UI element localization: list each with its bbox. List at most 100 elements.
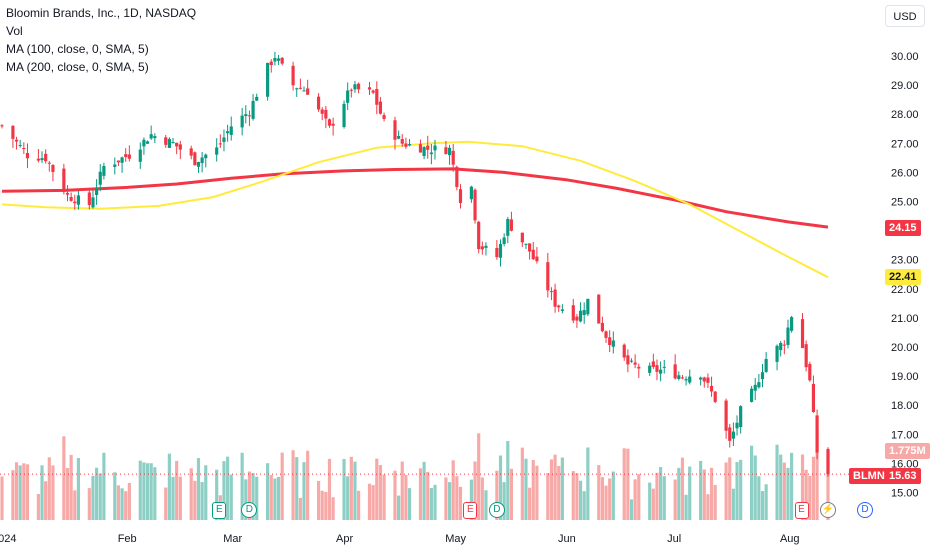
volume-bar: [189, 468, 193, 520]
volume-bar: [306, 450, 310, 520]
split-marker[interactable]: ⚡: [820, 502, 836, 518]
volume-bar: [40, 465, 44, 520]
candle-body: [426, 145, 430, 150]
earnings-marker[interactable]: E: [794, 502, 809, 519]
volume-bar: [546, 473, 550, 520]
time-tick-label: 2024: [0, 533, 16, 545]
volume-bar: [149, 463, 153, 520]
volume-bar: [447, 482, 452, 520]
candle-body: [397, 136, 401, 139]
volume-value-tag: 1.775M: [885, 443, 930, 459]
volume-bar: [280, 452, 284, 520]
candle-body: [196, 162, 201, 167]
candle-body: [215, 147, 219, 155]
volume-bar: [196, 458, 201, 520]
candle-body: [699, 377, 703, 380]
candle-body: [145, 141, 150, 144]
candle-body: [375, 89, 379, 105]
candle-body: [808, 363, 812, 381]
volume-bar: [749, 445, 754, 520]
candle-body: [582, 309, 586, 315]
candle-body: [127, 154, 131, 159]
candle-body: [226, 131, 230, 134]
candle-body: [815, 415, 819, 453]
ma200-indicator-label[interactable]: MA (200, close, 0, SMA, 5): [6, 60, 149, 74]
candle-body: [229, 126, 233, 135]
candle-body: [218, 143, 222, 145]
candle-body: [557, 305, 561, 308]
volume-bar: [69, 454, 73, 520]
candle-body: [276, 58, 281, 61]
symbol-title[interactable]: Bloomin Brands, Inc., 1D, NASDAQ: [6, 6, 197, 20]
volume-indicator-label[interactable]: Vol: [6, 24, 23, 38]
volume-bar: [509, 468, 514, 520]
earnings-marker[interactable]: E: [212, 502, 227, 519]
candle-body: [0, 125, 4, 127]
candle-body: [149, 134, 153, 139]
ma200-value-tag: 24.15: [885, 220, 921, 236]
candle-body: [11, 125, 15, 139]
volume-bar: [11, 470, 15, 520]
candle-body: [87, 192, 91, 206]
time-tick-label: Jun: [558, 533, 576, 545]
volume-bar: [331, 497, 335, 520]
candle-body: [302, 90, 306, 92]
candle-body: [273, 57, 277, 62]
volume-bar: [393, 470, 397, 520]
candle-body: [447, 147, 452, 156]
candle-body: [357, 83, 361, 90]
candle-body: [266, 62, 270, 97]
volume-bar: [247, 471, 252, 520]
volume-bar: [578, 480, 583, 520]
volume-bar: [571, 471, 575, 520]
dividend-marker[interactable]: D: [857, 502, 873, 518]
candle-body: [524, 243, 528, 245]
candle-body: [200, 157, 204, 164]
candle-body: [469, 186, 473, 200]
dividend-marker[interactable]: D: [241, 502, 258, 518]
candle-body: [247, 115, 252, 117]
candle-body: [608, 337, 612, 346]
currency-button[interactable]: USD: [885, 5, 925, 27]
candle-body: [404, 143, 408, 147]
candle-body: [44, 153, 48, 162]
volume-bar: [731, 488, 735, 520]
volume-bar: [164, 487, 168, 520]
volume-bar: [528, 487, 532, 520]
candle-body: [709, 385, 714, 392]
volume-bar: [36, 494, 40, 520]
candle-body: [244, 114, 248, 117]
candle-body: [586, 298, 590, 315]
candle-body: [728, 427, 732, 441]
volume-bar: [244, 479, 248, 520]
volume-bar: [535, 465, 539, 520]
ma100-indicator-label[interactable]: MA (100, close, 0, SMA, 5): [6, 42, 149, 56]
volume-bar: [728, 457, 732, 520]
candle-body: [400, 139, 404, 144]
volume-bar: [116, 485, 121, 520]
volume-bar: [622, 448, 626, 520]
candle-body: [407, 144, 412, 146]
candle-body: [546, 262, 550, 291]
volume-bar: [611, 471, 615, 520]
price-tick-label: 15.00: [891, 488, 919, 500]
volume-bar: [433, 484, 437, 520]
candle-body: [506, 219, 510, 236]
volume-bar: [371, 485, 375, 520]
candle-body: [509, 219, 514, 231]
volume-bar: [826, 450, 830, 520]
volume-bar: [240, 452, 244, 520]
candle-body: [680, 377, 685, 379]
dividend-marker[interactable]: D: [488, 502, 505, 518]
candle-body: [204, 154, 208, 159]
candle-body: [240, 115, 244, 128]
candle-body: [102, 166, 106, 176]
volume-bar: [342, 458, 346, 520]
candle-body: [47, 162, 51, 164]
volume-bar: [153, 467, 157, 520]
candle-body: [189, 148, 193, 156]
earnings-marker[interactable]: E: [463, 502, 478, 519]
candle-body: [342, 103, 346, 127]
volume-bar: [560, 457, 564, 520]
